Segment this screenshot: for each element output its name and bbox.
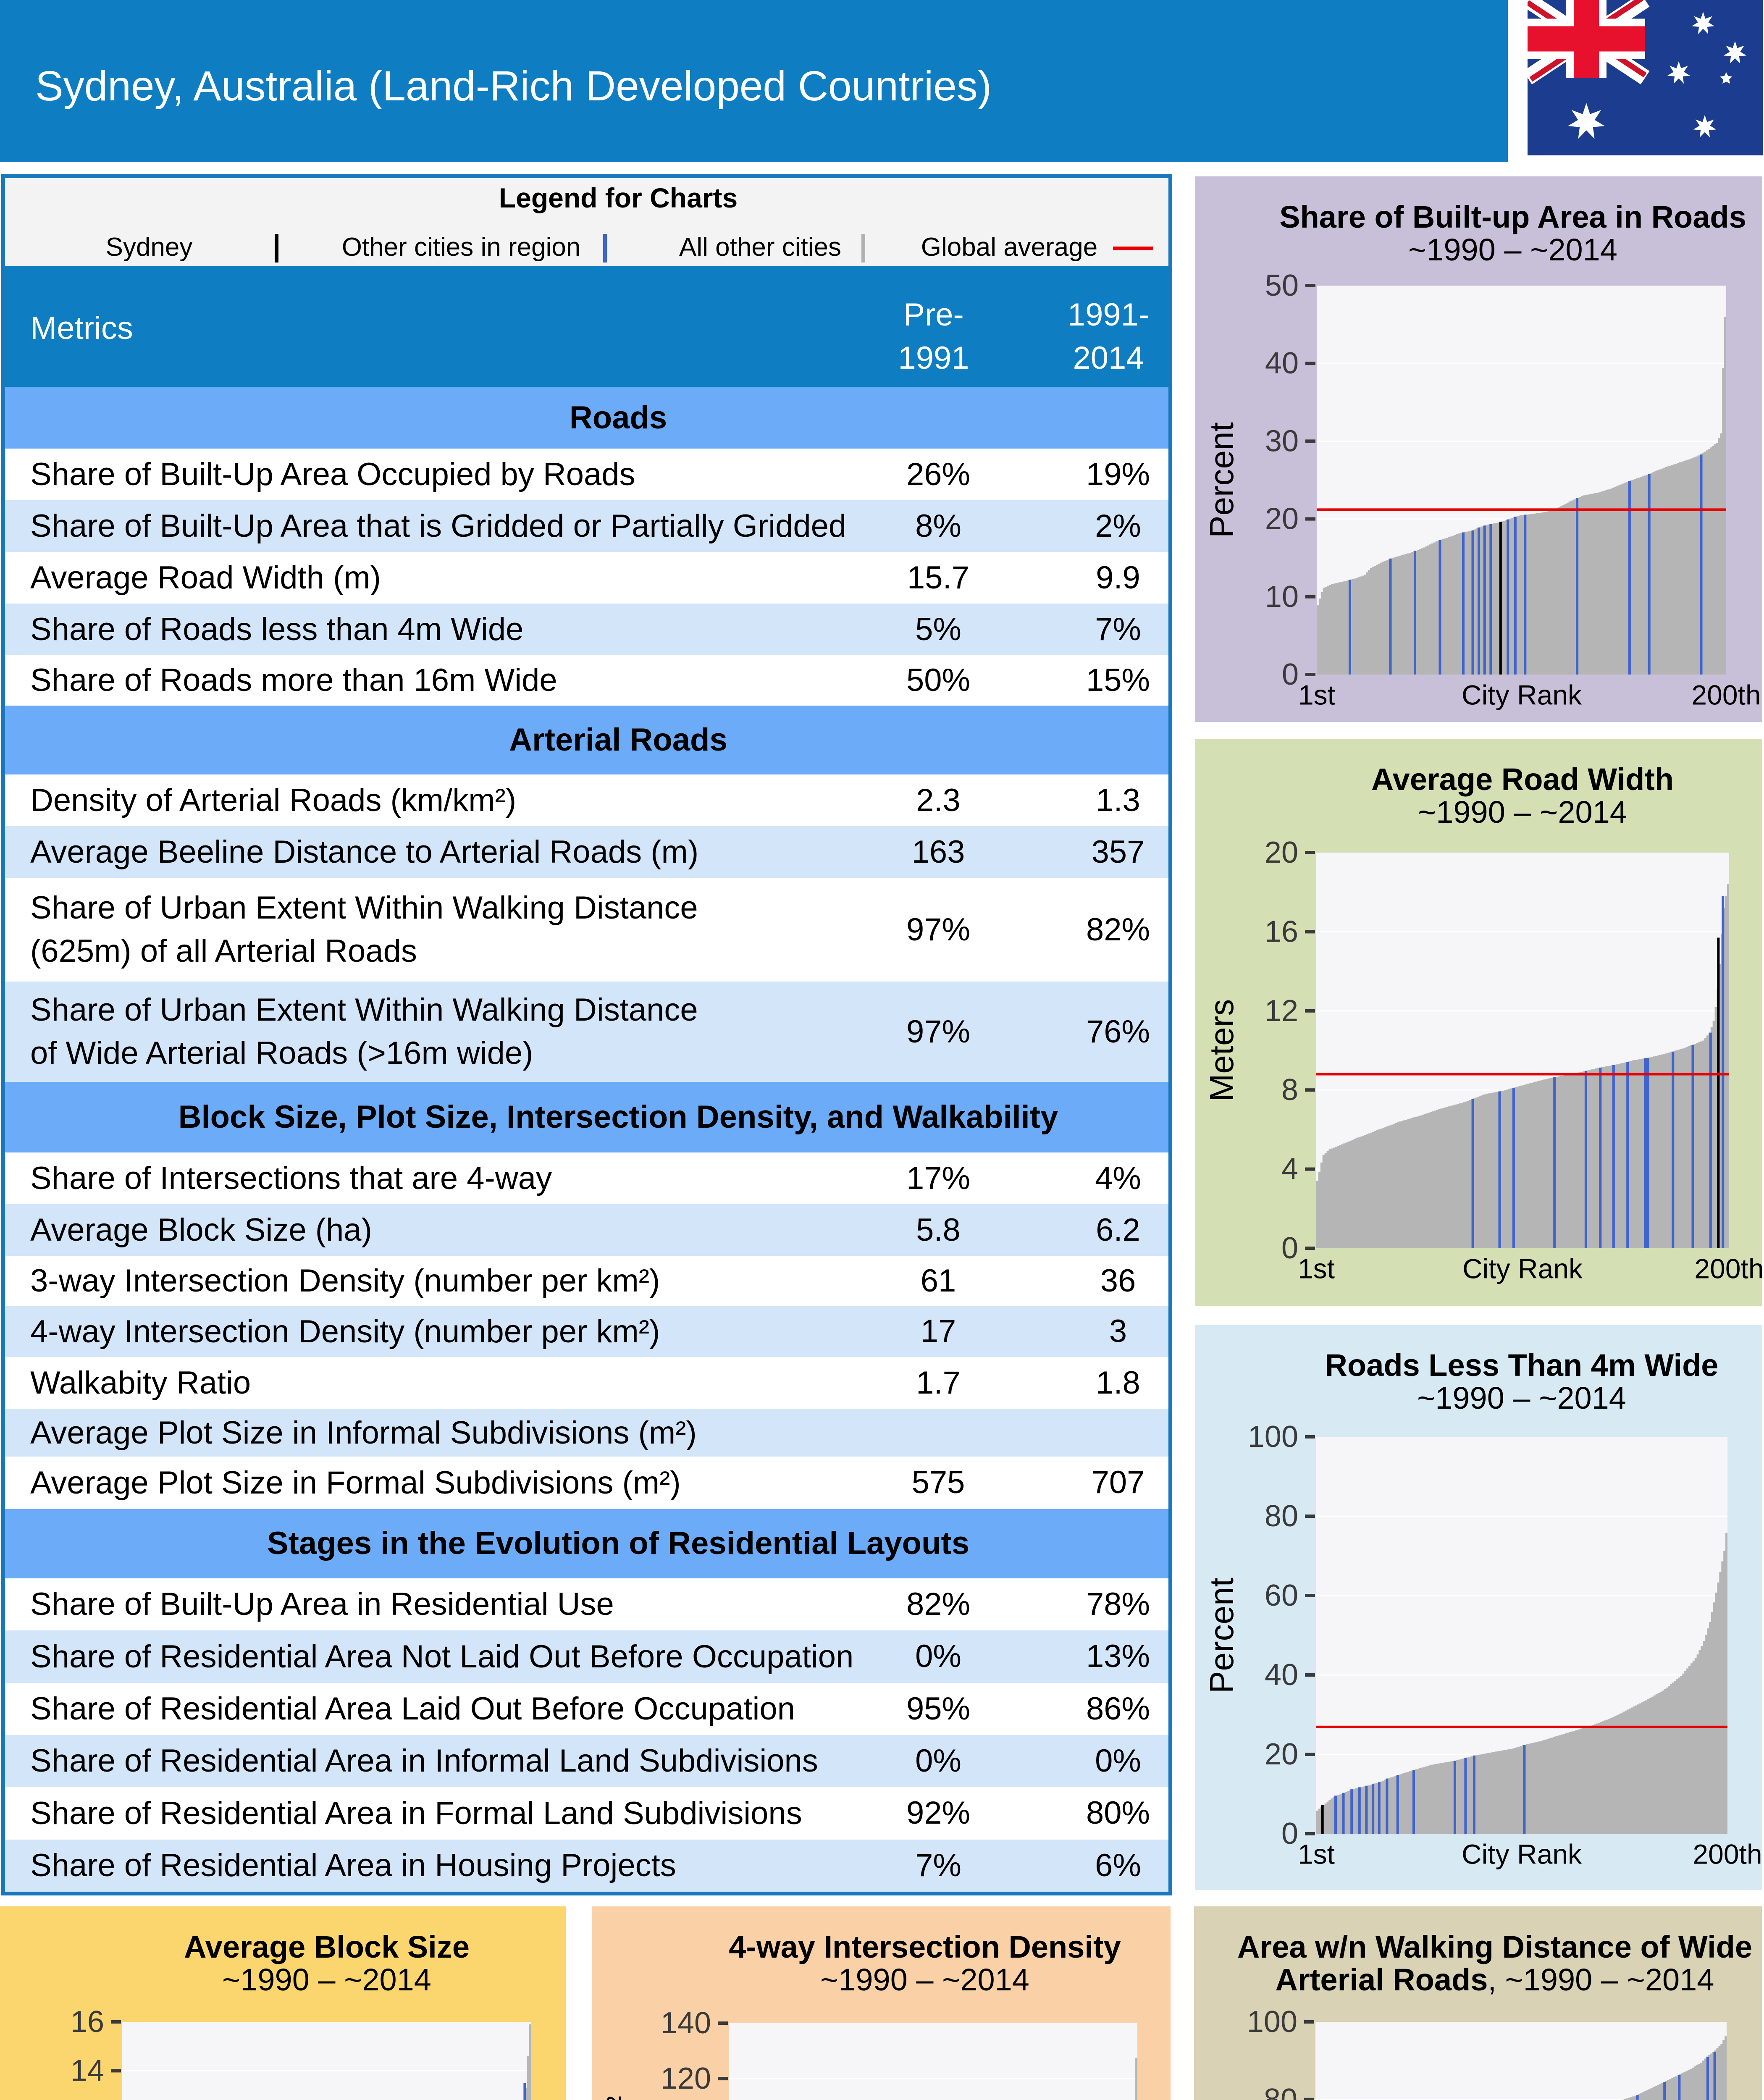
svg-text:100: 100	[1248, 1420, 1298, 1454]
svg-text:City Rank: City Rank	[1462, 1253, 1583, 1284]
svg-text:Average Block Size: Average Block Size	[184, 1929, 470, 1964]
svg-text:Meters: Meters	[1203, 999, 1240, 1102]
svg-text:Share of Built-up Area in Road: Share of Built-up Area in Roads	[1279, 200, 1746, 234]
svg-text:Percent: Percent	[1203, 422, 1240, 538]
svg-text:1st: 1st	[1298, 1253, 1335, 1284]
svg-text:City Rank: City Rank	[1462, 1838, 1582, 1869]
svg-text:80: 80	[1265, 1499, 1298, 1533]
svg-text:16: 16	[1265, 915, 1298, 948]
svg-text:14: 14	[71, 2054, 104, 2087]
svg-text:Average Road Width: Average Road Width	[1371, 762, 1674, 797]
svg-text:Percent: Percent	[1203, 1578, 1240, 1693]
svg-text:~1990 – ~2014: ~1990 – ~2014	[1408, 232, 1617, 267]
svg-text:40: 40	[1265, 346, 1299, 380]
svg-text:8: 8	[1281, 1073, 1298, 1107]
svg-text:Arterial Roads, ~1990 – ~2014: Arterial Roads, ~1990 – ~2014	[1276, 1962, 1714, 1997]
svg-text:16: 16	[71, 2005, 104, 2039]
svg-text:~1990 – ~2014: ~1990 – ~2014	[1418, 795, 1627, 830]
svg-text:50: 50	[1265, 269, 1299, 302]
svg-text:20: 20	[1265, 836, 1298, 869]
svg-text:~1990 – ~2014: ~1990 – ~2014	[820, 1962, 1029, 1997]
svg-text:~1990 – ~2014: ~1990 – ~2014	[222, 1962, 431, 1997]
svg-text:60: 60	[1265, 1579, 1298, 1612]
svg-text:200th: 200th	[1693, 1838, 1762, 1869]
svg-text:80: 80	[1264, 2083, 1297, 2100]
svg-text:20: 20	[1265, 502, 1299, 536]
svg-text:Roads Less Than 4m Wide: Roads Less Than 4m Wide	[1325, 1348, 1719, 1383]
svg-text:Number per km²: Number per km²	[600, 2096, 637, 2100]
svg-text:1st: 1st	[1298, 1838, 1335, 1869]
svg-text:40: 40	[1265, 1658, 1298, 1692]
svg-text:4-way Intersection Density: 4-way Intersection Density	[729, 1929, 1121, 1964]
svg-text:140: 140	[661, 2006, 711, 2040]
svg-text:0: 0	[1281, 1817, 1298, 1851]
svg-text:100: 100	[1247, 2005, 1297, 2039]
svg-text:120: 120	[661, 2062, 711, 2095]
svg-text:30: 30	[1265, 424, 1299, 458]
svg-text:Area w/n Walking Distance of W: Area w/n Walking Distance of Wide	[1237, 1929, 1752, 1964]
svg-text:12: 12	[1265, 994, 1298, 1028]
svg-text:200th: 200th	[1694, 1253, 1762, 1284]
svg-text:20: 20	[1265, 1738, 1298, 1771]
svg-text:0: 0	[1282, 658, 1299, 691]
svg-text:10: 10	[1265, 580, 1299, 614]
svg-text:4: 4	[1281, 1152, 1298, 1186]
svg-text:1st: 1st	[1298, 679, 1335, 710]
svg-text:~1990 – ~2014: ~1990 – ~2014	[1417, 1381, 1626, 1415]
svg-text:200th: 200th	[1691, 679, 1761, 710]
svg-text:0: 0	[1281, 1231, 1298, 1265]
svg-text:City Rank: City Rank	[1462, 679, 1582, 710]
